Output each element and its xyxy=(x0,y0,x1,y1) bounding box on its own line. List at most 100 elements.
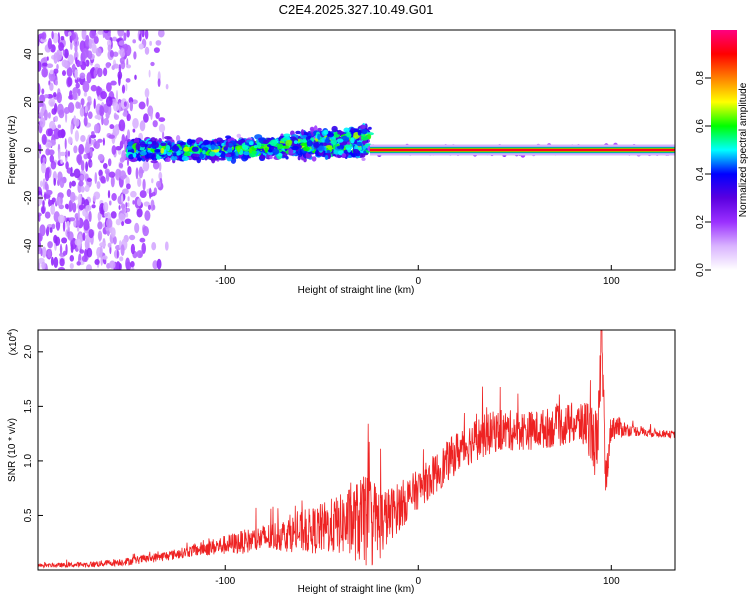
spectrogram-cell xyxy=(110,227,116,238)
spectrogram-cell xyxy=(295,130,301,135)
spectrogram-cell xyxy=(356,141,363,147)
spectrogram-cell xyxy=(82,232,86,241)
spectrogram-cell xyxy=(96,181,101,190)
spectrogram-cell xyxy=(99,242,107,248)
spectrogram-y-tick-label: -40 xyxy=(23,238,34,253)
spectrogram-cell xyxy=(143,201,150,207)
snr-panel: -100 0 100 0.5 1.0 1.5 2.0 Height of straight… xyxy=(7,329,676,595)
spectrogram-cell xyxy=(49,154,55,163)
spectrogram-cell xyxy=(100,176,106,184)
spectrogram-cell xyxy=(68,199,74,212)
spectrogram-cell xyxy=(103,201,109,213)
spectrogram-cell xyxy=(43,109,48,121)
spectrogram-cell xyxy=(84,220,88,228)
spectrogram-cell xyxy=(54,115,59,122)
spectrogram-cell xyxy=(164,136,172,140)
spectrogram-cell xyxy=(41,261,46,270)
spectrogram-cell xyxy=(50,160,57,170)
spectrogram-cell xyxy=(337,131,345,135)
spectrogram-cell xyxy=(62,49,65,56)
spectrogram-cell xyxy=(119,170,127,181)
spectrogram-cell xyxy=(53,68,59,74)
spectrogram-cell xyxy=(156,258,162,270)
spectrogram-cell xyxy=(103,213,109,218)
spectrogram-cell xyxy=(41,206,45,214)
spectrogram-cell xyxy=(94,114,102,120)
spectrogram-cell xyxy=(47,112,51,119)
spectrogram-cell xyxy=(149,40,152,46)
spectrogram-cell xyxy=(118,40,125,46)
spectrogram-cell xyxy=(115,218,122,226)
spectrogram-cell xyxy=(359,153,366,158)
spectrogram-cell xyxy=(109,124,115,130)
spectrogram-cell xyxy=(61,59,68,68)
spectrogram-cell xyxy=(324,154,329,161)
spectrogram-cell xyxy=(118,263,122,270)
spectrogram-cell xyxy=(87,95,92,103)
spectrogram-cell xyxy=(151,191,156,197)
spectrogram-cell xyxy=(132,152,137,158)
spectrogram-cell xyxy=(83,116,88,127)
spectrogram-cell xyxy=(137,177,142,188)
spectrogram-cell xyxy=(202,150,206,155)
spectrogram-cell xyxy=(70,123,74,135)
spectrogram-cell xyxy=(346,133,352,138)
spectrogram-cell xyxy=(157,78,161,88)
spectrogram-cell xyxy=(90,84,98,92)
spectrogram-cell xyxy=(100,255,103,266)
spectrogram-cell xyxy=(112,51,119,57)
spectrogram-cell xyxy=(193,143,197,147)
spectrogram-cell xyxy=(88,228,94,239)
spectrogram-narrow-band-layer xyxy=(370,149,675,151)
spectrogram-cell xyxy=(119,47,126,58)
spectrogram-x-label: Height of straight line (km) xyxy=(298,285,415,296)
spectrogram-cell xyxy=(62,220,66,232)
spectrogram-cell xyxy=(158,138,163,143)
spectrogram-cell xyxy=(42,200,45,207)
spectrogram-cell xyxy=(97,153,104,161)
spectrogram-cell xyxy=(191,146,199,152)
spectrogram-cell xyxy=(38,60,42,72)
spectrogram-cell xyxy=(283,133,291,138)
spectrogram-cell xyxy=(67,231,74,241)
spectrogram-cell xyxy=(61,237,68,244)
spectrogram-cell xyxy=(151,242,157,251)
spectrogram-cell xyxy=(75,82,80,89)
spectrogram-cell xyxy=(88,136,92,145)
spectrogram-cell xyxy=(60,36,65,41)
spectrogram-cell xyxy=(67,226,70,233)
colorbar-tick-label: 0.6 xyxy=(695,119,706,133)
spectrogram-cell xyxy=(368,126,372,130)
spectrogram-cell xyxy=(88,38,93,49)
spectrogram-cell xyxy=(211,155,220,161)
spectrogram-y-tick-label: 0 xyxy=(23,147,34,153)
spectrogram-cell xyxy=(325,136,330,144)
spectrogram-cell xyxy=(144,30,149,40)
spectrogram-cell xyxy=(133,51,137,60)
spectrogram-cell xyxy=(344,144,352,148)
spectrogram-x-ticks: -100 0 100 xyxy=(215,265,620,287)
spectrogram-cell xyxy=(74,130,80,142)
spectrogram-cell xyxy=(151,178,154,184)
spectrogram-cell xyxy=(111,193,117,201)
spectrogram-cell xyxy=(77,209,80,221)
spectrogram-cell xyxy=(70,40,73,51)
spectrogram-cell xyxy=(148,69,151,78)
spectrogram-cell xyxy=(57,129,64,139)
spectrogram-cell xyxy=(138,157,142,162)
spectrogram-cell xyxy=(53,102,58,114)
spectrogram-cell xyxy=(118,119,126,132)
spectrogram-cell xyxy=(67,150,70,157)
spectrogram-cell xyxy=(118,213,126,222)
spectrogram-cell xyxy=(170,155,178,161)
spectrogram-cell xyxy=(351,152,358,157)
spectrogram-cell xyxy=(43,94,49,99)
spectrogram-cell xyxy=(118,205,121,210)
spectrogram-cell xyxy=(362,145,367,150)
spectrogram-cell xyxy=(66,66,73,78)
spectrogram-cell xyxy=(76,226,80,232)
spectrogram-cell xyxy=(158,117,166,122)
spectrogram-cell xyxy=(128,234,136,241)
spectrogram-cell xyxy=(132,200,135,205)
